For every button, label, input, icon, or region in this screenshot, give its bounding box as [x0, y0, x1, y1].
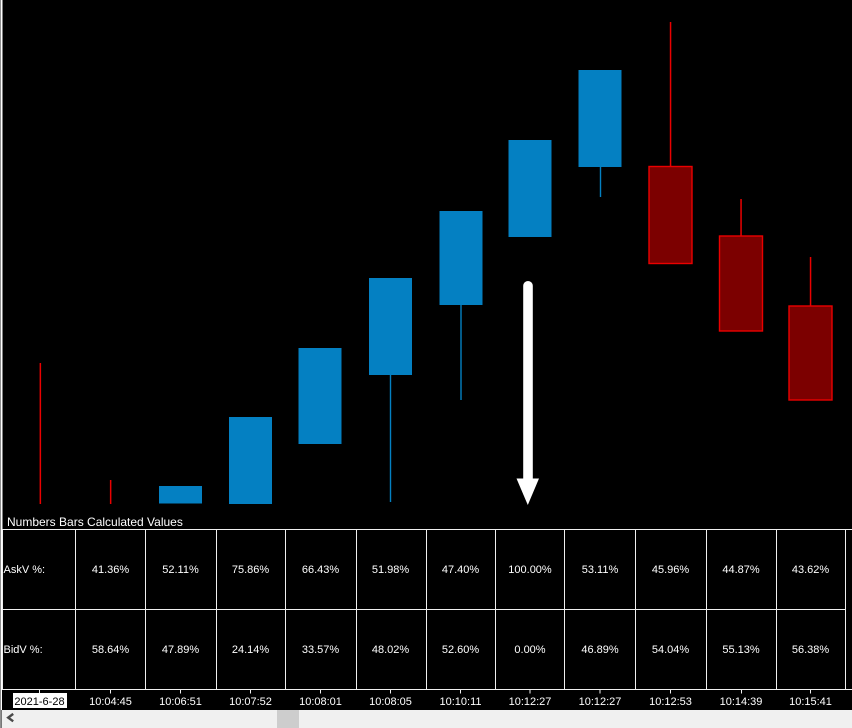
svg-text:24.14%: 24.14%	[232, 644, 270, 656]
svg-text:53.11%: 53.11%	[582, 564, 619, 576]
svg-text:45.96%: 45.96%	[652, 564, 690, 576]
svg-text:66.43%: 66.43%	[302, 564, 340, 576]
svg-text:51.98%: 51.98%	[372, 564, 410, 576]
svg-text:58.64%: 58.64%	[92, 644, 130, 656]
svg-text:100.00%: 100.00%	[508, 564, 552, 576]
svg-text:10:06:51: 10:06:51	[159, 696, 202, 708]
svg-text:10:10:11: 10:10:11	[439, 696, 481, 708]
svg-text:46.89%: 46.89%	[581, 644, 619, 656]
svg-text:AskV %:: AskV %:	[4, 564, 46, 576]
svg-text:75.86%: 75.86%	[232, 564, 270, 576]
svg-text:10:12:53: 10:12:53	[649, 696, 692, 708]
svg-text:10:04:45: 10:04:45	[89, 696, 132, 708]
svg-text:47.40%: 47.40%	[442, 564, 480, 576]
svg-text:10:07:52: 10:07:52	[229, 696, 272, 708]
svg-text:10:15:41: 10:15:41	[789, 696, 832, 708]
svg-text:BidV %:: BidV %:	[4, 644, 43, 656]
svg-text:10:12:27: 10:12:27	[579, 696, 622, 708]
svg-text:10:08:01: 10:08:01	[299, 696, 342, 708]
svg-text:44.87%: 44.87%	[722, 564, 760, 576]
svg-text:48.02%: 48.02%	[372, 644, 410, 656]
svg-text:43.62%: 43.62%	[792, 564, 830, 576]
svg-text:33.57%: 33.57%	[302, 644, 340, 656]
svg-text:2021-6-28: 2021-6-28	[14, 696, 64, 708]
svg-text:52.11%: 52.11%	[162, 564, 199, 576]
svg-text:54.04%: 54.04%	[652, 644, 690, 656]
svg-text:10:14:39: 10:14:39	[720, 696, 763, 708]
svg-text:56.38%: 56.38%	[792, 644, 830, 656]
svg-text:10:08:05: 10:08:05	[369, 696, 412, 708]
svg-text:Numbers Bars Calculated Values: Numbers Bars Calculated Values	[7, 515, 183, 529]
svg-text:41.36%: 41.36%	[92, 564, 130, 576]
svg-text:52.60%: 52.60%	[442, 644, 480, 656]
svg-text:47.89%: 47.89%	[162, 644, 200, 656]
svg-text:10:12:27: 10:12:27	[509, 696, 552, 708]
svg-text:55.13%: 55.13%	[722, 644, 760, 656]
svg-text:0.00%: 0.00%	[514, 644, 545, 656]
